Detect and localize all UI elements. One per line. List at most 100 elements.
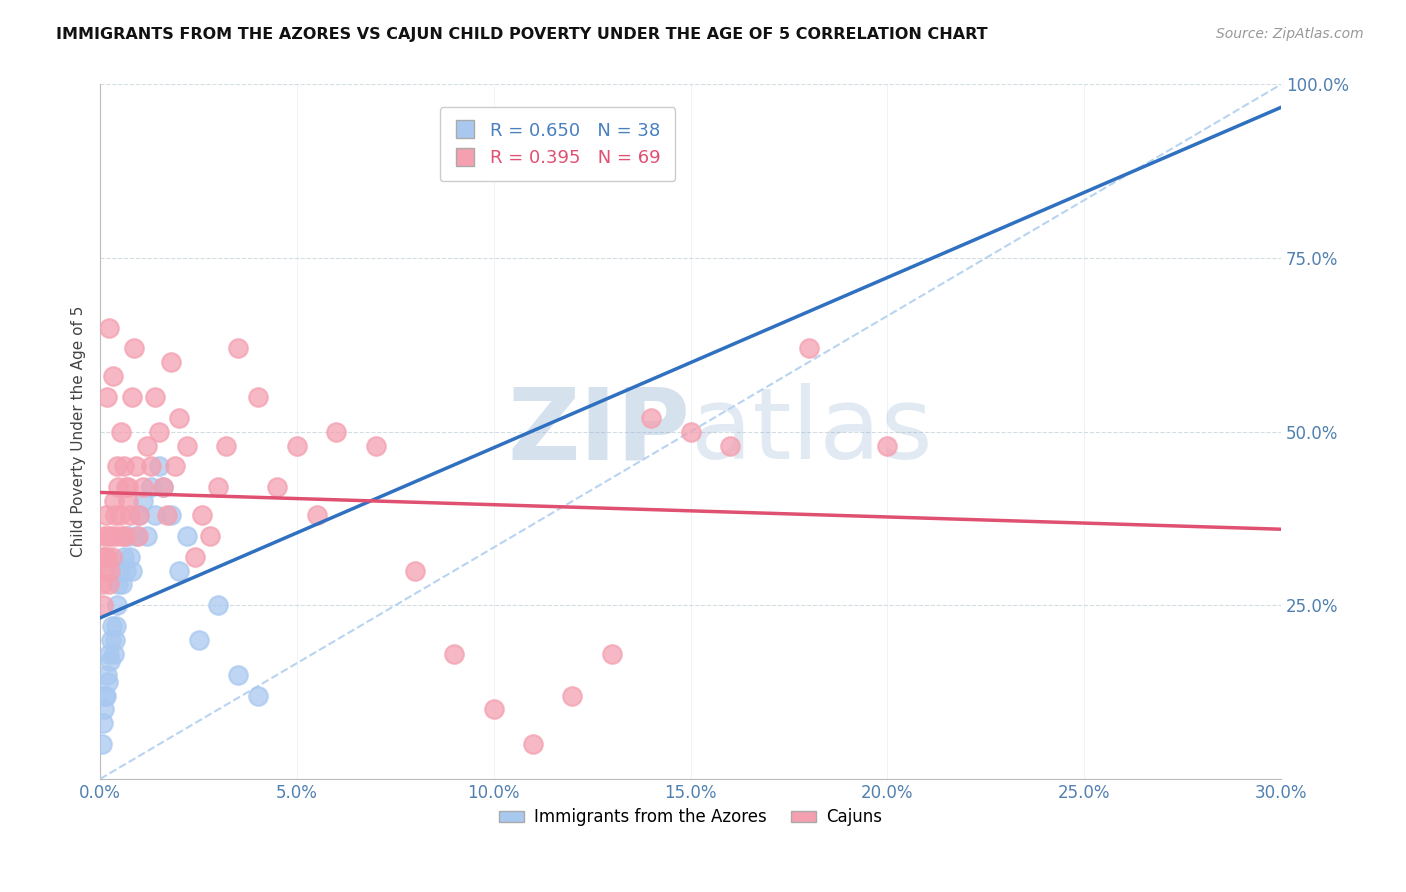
Point [640, 410, 662, 425]
Point [111, 529, 134, 543]
Point [443, 647, 465, 661]
Point [305, 508, 328, 522]
Point [108, 508, 131, 522]
Point [136, 529, 159, 543]
Y-axis label: Child Poverty Under the Age of 5: Child Poverty Under the Age of 5 [72, 306, 86, 558]
Point [364, 439, 387, 453]
Point [98, 564, 121, 578]
Point [191, 508, 214, 522]
Point [246, 689, 269, 703]
Point [128, 508, 150, 522]
Text: IMMIGRANTS FROM THE AZORES VS CAJUN CHILD POVERTY UNDER THE AGE OF 5 CORRELATION: IMMIGRANTS FROM THE AZORES VS CAJUN CHIL… [56, 27, 988, 42]
Point [97, 674, 120, 689]
Point [110, 425, 132, 439]
Point [105, 459, 128, 474]
Point [108, 564, 131, 578]
Point [141, 480, 163, 494]
Point [91, 549, 114, 564]
Point [266, 480, 288, 494]
Point [797, 342, 820, 356]
Point [93, 702, 115, 716]
Point [118, 508, 141, 522]
Point [187, 633, 209, 648]
Point [97, 529, 120, 543]
Point [114, 480, 136, 494]
Point [96, 667, 118, 681]
Point [143, 508, 166, 522]
Point [93, 529, 115, 543]
Point [167, 410, 190, 425]
Point [96, 549, 118, 564]
Point [156, 508, 179, 522]
Point [285, 439, 308, 453]
Point [148, 459, 170, 474]
Point [163, 459, 186, 474]
Point [152, 480, 174, 494]
Point [128, 508, 150, 522]
Point [176, 529, 198, 543]
Point [112, 459, 135, 474]
Point [97, 647, 120, 661]
Point [91, 599, 114, 613]
Point [111, 577, 134, 591]
Point [143, 390, 166, 404]
Point [482, 702, 505, 716]
Point [117, 529, 139, 543]
Point [94, 508, 117, 522]
Point [114, 529, 136, 543]
Point [101, 549, 124, 564]
Point [104, 633, 127, 648]
Point [718, 439, 741, 453]
Point [226, 342, 249, 356]
Point [127, 529, 149, 543]
Point [121, 390, 143, 404]
Point [600, 647, 623, 661]
Point [94, 564, 117, 578]
Text: atlas: atlas [690, 384, 932, 480]
Point [103, 494, 125, 508]
Point [104, 508, 127, 522]
Point [94, 689, 117, 703]
Point [91, 577, 114, 591]
Point [160, 508, 183, 522]
Point [117, 480, 139, 494]
Point [107, 480, 129, 494]
Point [176, 439, 198, 453]
Point [96, 390, 118, 404]
Point [91, 737, 114, 751]
Point [215, 439, 238, 453]
Point [207, 480, 229, 494]
Point [148, 425, 170, 439]
Point [876, 439, 898, 453]
Point [104, 529, 127, 543]
Point [152, 480, 174, 494]
Point [101, 619, 124, 633]
Point [122, 342, 145, 356]
Point [160, 355, 183, 369]
Point [98, 320, 121, 334]
Point [121, 564, 143, 578]
Point [97, 577, 120, 591]
Point [100, 529, 122, 543]
Point [679, 425, 702, 439]
Point [522, 737, 544, 751]
Point [132, 494, 155, 508]
Point [325, 425, 347, 439]
Point [404, 564, 426, 578]
Point [107, 577, 129, 591]
Point [132, 480, 155, 494]
Point [114, 564, 136, 578]
Point [94, 549, 117, 564]
Point [100, 633, 122, 648]
Point [200, 529, 222, 543]
Point [183, 549, 205, 564]
Point [101, 369, 124, 384]
Point [124, 529, 146, 543]
Point [112, 549, 135, 564]
Point [167, 564, 190, 578]
Point [91, 716, 114, 731]
Point [136, 439, 159, 453]
Point [105, 599, 128, 613]
Point [117, 494, 139, 508]
Point [104, 619, 127, 633]
